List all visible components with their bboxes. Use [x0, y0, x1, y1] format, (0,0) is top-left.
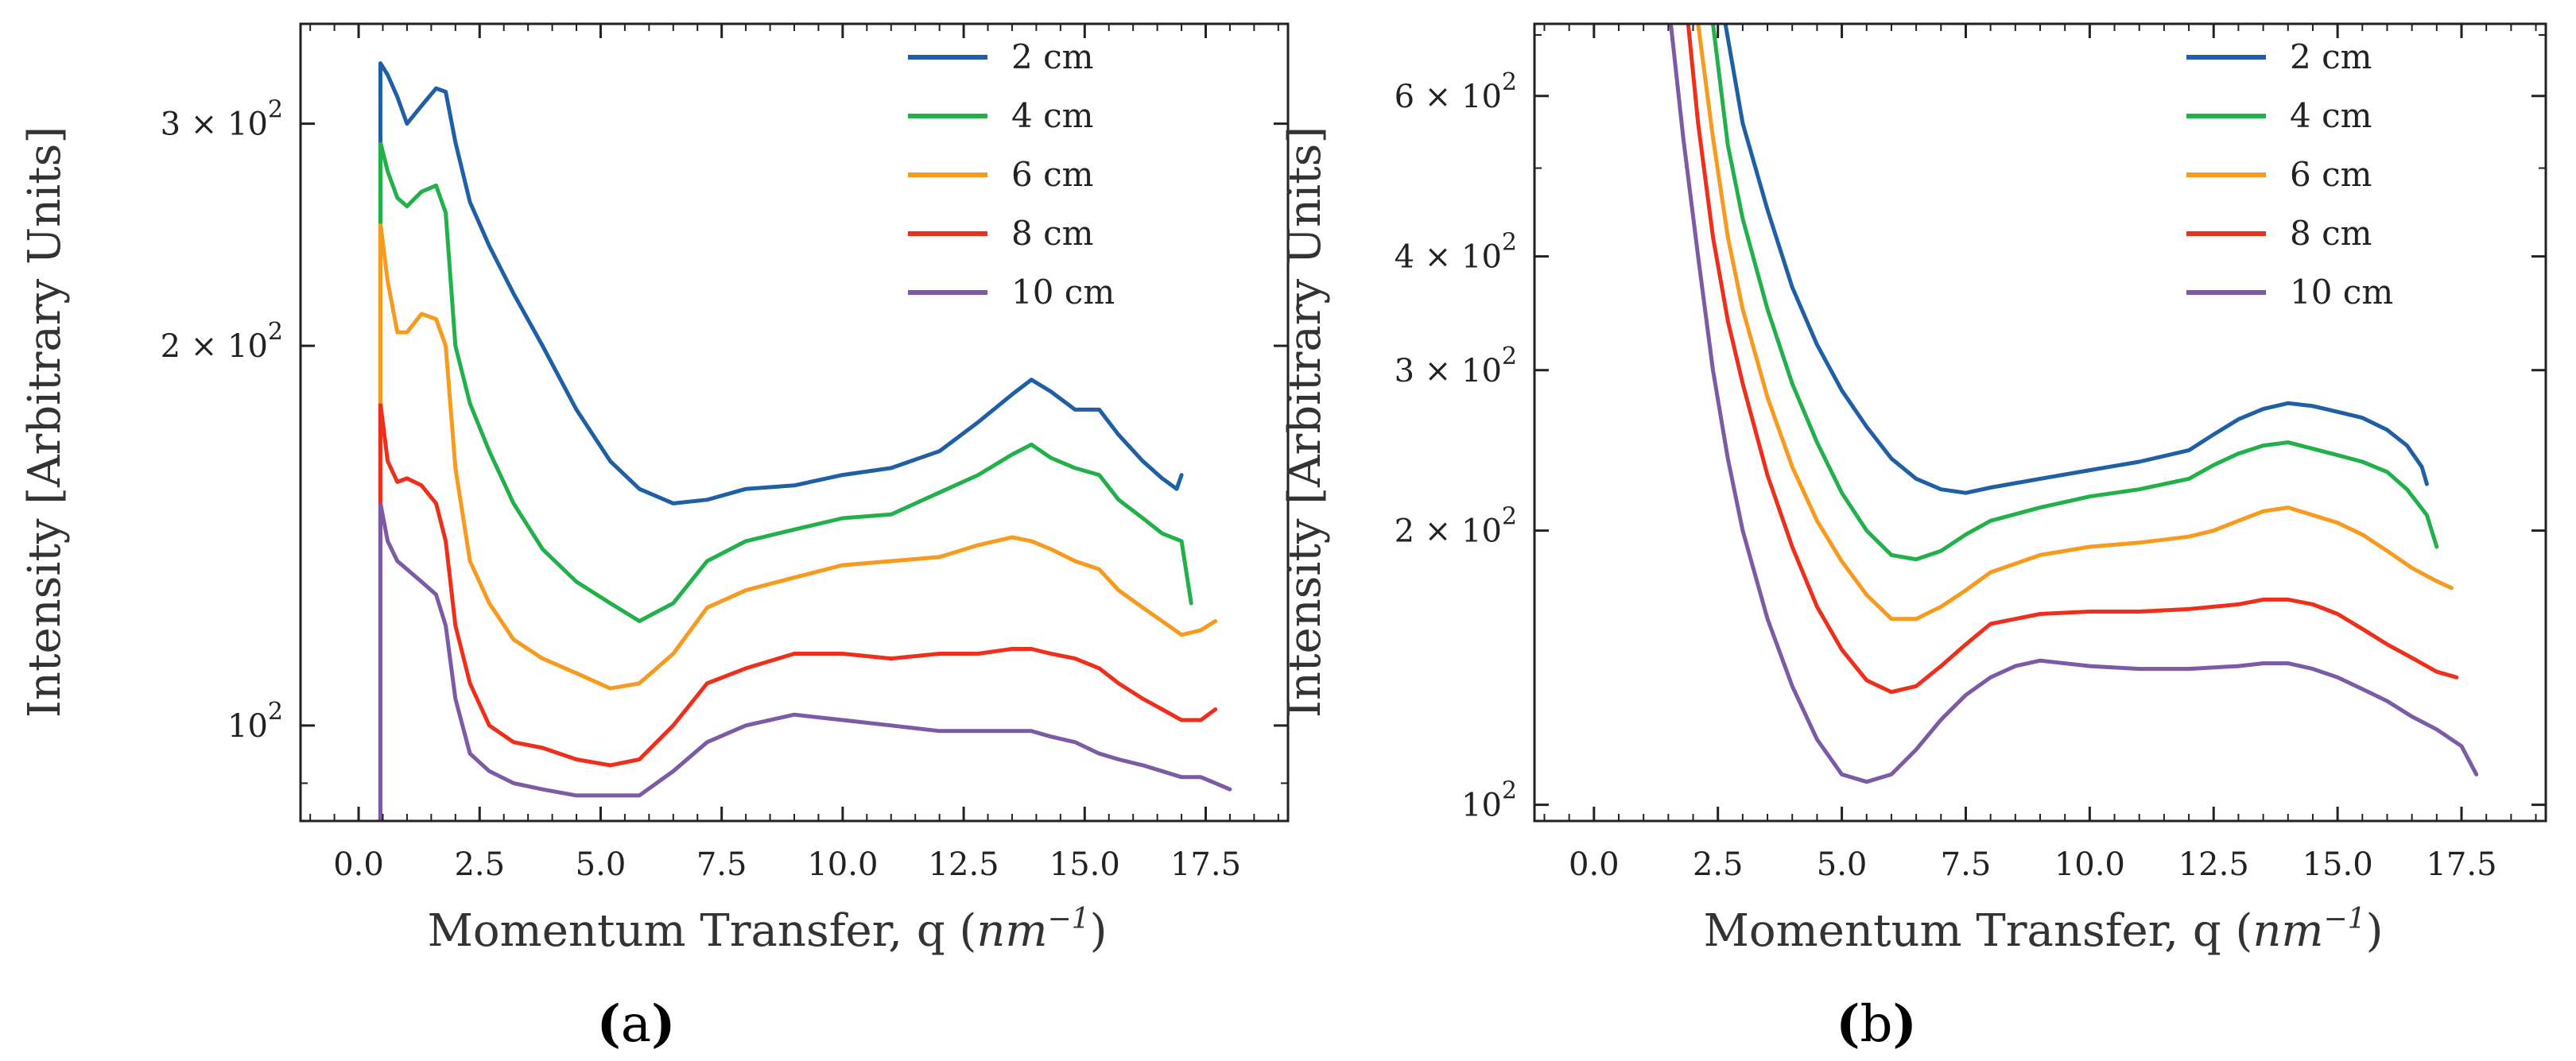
legend-label: 4 cm — [1011, 96, 1093, 135]
legend-label: 6 cm — [2290, 155, 2372, 194]
series-line — [1686, 24, 2459, 695]
x-tick-label: 5.0 — [576, 846, 627, 883]
x-tick-label: 10.0 — [807, 846, 878, 883]
x-tick-label: 10.0 — [2054, 846, 2125, 883]
legend-label: 10 cm — [2290, 273, 2393, 312]
y-tick-label: 2 × 102 — [1395, 503, 1517, 550]
x-tick-label: 7.5 — [1941, 846, 1992, 883]
x-tick-label: 12.5 — [2178, 846, 2249, 883]
y-tick-label: 6 × 102 — [1395, 68, 1517, 115]
x-tick-label: 12.5 — [929, 846, 999, 883]
series-line — [378, 61, 1184, 505]
x-tick-label: 5.0 — [1817, 846, 1868, 883]
legend-label: 2 cm — [2290, 37, 2372, 76]
y-tick-label: 102 — [227, 698, 283, 745]
chart-panel-a: 0.0 2.5 5.0 7.5 10.0 12.5 15.0 17.5 3 × 102 2 × 1… — [19, 22, 1290, 1054]
panel-label-a: (a) — [597, 994, 676, 1054]
x-tick-label: 17.5 — [1170, 846, 1241, 883]
x-axis-title: Momentum Transfer, q (nm−1) — [1704, 903, 2384, 957]
series-line — [1669, 24, 2479, 784]
legend: 2 cm 4 cm 6 cm 8 cm 10 cm — [908, 37, 1115, 312]
plot-frame — [299, 22, 1290, 823]
series-line — [1696, 24, 2454, 621]
y-axis-title: Intensity [Arbitrary Units] — [1279, 126, 1331, 718]
series-line — [378, 401, 1218, 768]
plot-frame — [1533, 22, 2547, 823]
y-tick-label: 3 × 102 — [161, 96, 283, 143]
legend-label: 4 cm — [2290, 96, 2372, 135]
x-tick-label: 17.5 — [2426, 846, 2496, 883]
series-line — [1711, 24, 2439, 562]
x-tick-label: 15.0 — [2302, 846, 2373, 883]
y-tick-label: 3 × 102 — [1395, 343, 1517, 389]
y-axis-title: Intensity [Arbitrary Units] — [19, 126, 71, 718]
x-tick-label: 7.5 — [696, 846, 747, 883]
series-line — [378, 501, 1232, 798]
legend-label: 8 cm — [2290, 214, 2372, 253]
series-line — [378, 221, 1218, 691]
y-tick-label: 2 × 102 — [161, 318, 283, 365]
y-tick-label: 102 — [1461, 777, 1517, 824]
chart-panel-b: 0.0 2.5 5.0 7.5 10.0 12.5 15.0 17.5 6 × 102 4 × 1… — [1279, 22, 2547, 1054]
x-tick-label: 15.0 — [1049, 846, 1120, 883]
legend: 2 cm 4 cm 6 cm 8 cm 10 cm — [2186, 37, 2393, 312]
legend-label: 2 cm — [1011, 37, 1093, 76]
legend-label: 10 cm — [1011, 273, 1115, 312]
panel-label-b: (b) — [1836, 994, 1917, 1054]
x-axis-title: Momentum Transfer, q (nm−1) — [428, 903, 1108, 957]
series-line — [1723, 24, 2429, 495]
x-tick-label: 2.5 — [1693, 846, 1744, 883]
x-tick-label: 2.5 — [454, 846, 505, 883]
legend-label: 8 cm — [1011, 214, 1093, 253]
x-tick-label: 0.0 — [333, 846, 384, 883]
series-line — [378, 140, 1193, 623]
y-tick-label: 4 × 102 — [1395, 229, 1517, 276]
x-tick-label: 0.0 — [1569, 846, 1620, 883]
legend-label: 6 cm — [1011, 155, 1093, 194]
